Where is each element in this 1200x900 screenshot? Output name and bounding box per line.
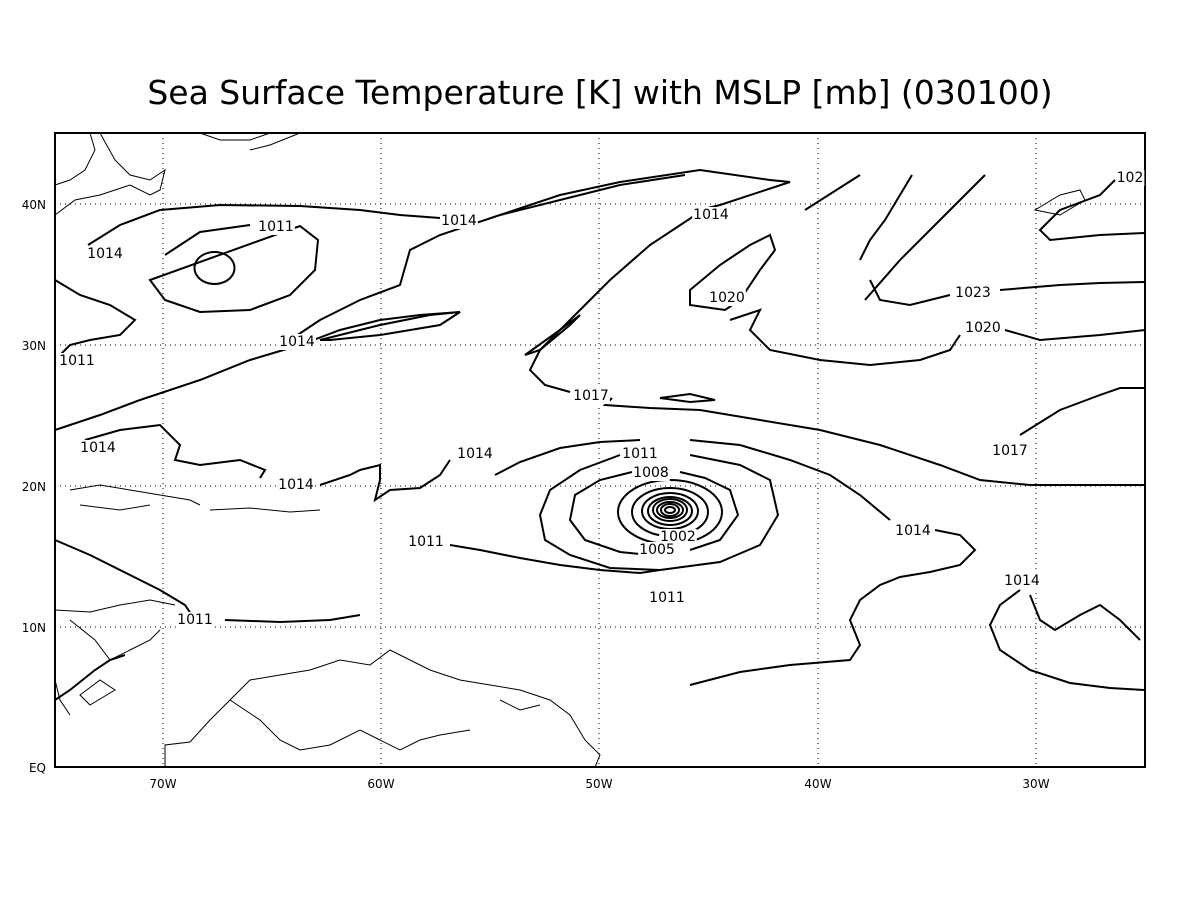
label-backdrop: [278, 334, 316, 350]
contour-label: 1011: [258, 219, 294, 235]
label-backdrop: [456, 446, 494, 462]
contour-label: 1020: [965, 320, 1001, 336]
lat-label: EQ: [29, 761, 46, 775]
label-backdrop: [440, 213, 478, 229]
lat-label: 30N: [22, 339, 46, 353]
contour-label: 1011: [649, 590, 685, 606]
contour-labels: 1014 1011 1014 1014 102 1020 1023 1014 1…: [58, 170, 1145, 628]
label-backdrop: [621, 446, 659, 462]
lon-label: 40W: [804, 777, 831, 791]
label-backdrop: [692, 207, 730, 223]
label-backdrop: [86, 246, 124, 262]
contour-label: 1002: [660, 529, 696, 545]
label-backdrop: [257, 219, 295, 235]
lon-label: 70W: [149, 777, 176, 791]
contour-label: 1014: [80, 440, 116, 456]
contour-label: 1011: [622, 446, 658, 462]
label-backdrop: [79, 440, 117, 456]
longitude-labels: 70W 60W 50W 40W 30W: [149, 777, 1049, 791]
isobar: [652, 498, 688, 522]
map-frame: [54, 132, 1146, 768]
isobar: [656, 501, 684, 519]
grid: [55, 133, 1145, 767]
contour-label: 1023: [955, 285, 991, 301]
label-backdrop: [638, 542, 676, 558]
label-backdrop: [991, 443, 1029, 459]
contour-label: 1017: [573, 388, 609, 404]
isobar: [660, 503, 680, 517]
contour-label: 1014: [441, 213, 477, 229]
isobars: [54, 168, 1146, 701]
label-backdrop: [407, 534, 445, 550]
label-backdrop: [58, 353, 96, 369]
label-backdrop: [1003, 573, 1041, 589]
contour-label: 1014: [457, 446, 493, 462]
contour-label: 1011: [177, 612, 213, 628]
label-backdrop: [632, 465, 670, 481]
isobar: [664, 506, 676, 514]
contour-label: 1005: [639, 542, 675, 558]
contour-label: 1014: [279, 334, 315, 350]
contour-label: 1008: [633, 465, 669, 481]
contour-label: 1017: [992, 443, 1028, 459]
contour-label: 1014: [278, 477, 314, 493]
isobar: [647, 496, 693, 526]
contour-label: 1014: [693, 207, 729, 223]
contour-label: 1011: [408, 534, 444, 550]
contour-label: 1011: [59, 353, 95, 369]
label-backdrop: [648, 590, 686, 606]
label-backdrop: [708, 290, 746, 306]
contour-label: 1014: [1004, 573, 1040, 589]
contour-label: 1020: [709, 290, 745, 306]
lat-label: 10N: [22, 621, 46, 635]
lat-label: 40N: [22, 198, 46, 212]
label-backdrop: [894, 523, 932, 539]
contour-label: 1014: [895, 523, 931, 539]
coastlines: [54, 132, 1086, 768]
label-backdrop: [1115, 170, 1145, 186]
lon-label: 50W: [585, 777, 612, 791]
latitude-labels: EQ 10N 20N 30N 40N: [22, 198, 46, 775]
label-backdrop: [659, 529, 697, 545]
label-backdrop: [572, 388, 610, 404]
label-backdrop: [277, 477, 315, 493]
lat-label: 20N: [22, 480, 46, 494]
label-backdrop: [176, 612, 214, 628]
contour-label: 1014: [87, 246, 123, 262]
lon-label: 60W: [367, 777, 394, 791]
label-backdrop: [954, 285, 992, 301]
lon-label: 30W: [1022, 777, 1049, 791]
label-backdrop: [964, 320, 1002, 336]
contour-label: 102: [1117, 170, 1144, 186]
title: Sea Surface Temperature [K] with MSLP [m…: [147, 73, 1052, 112]
